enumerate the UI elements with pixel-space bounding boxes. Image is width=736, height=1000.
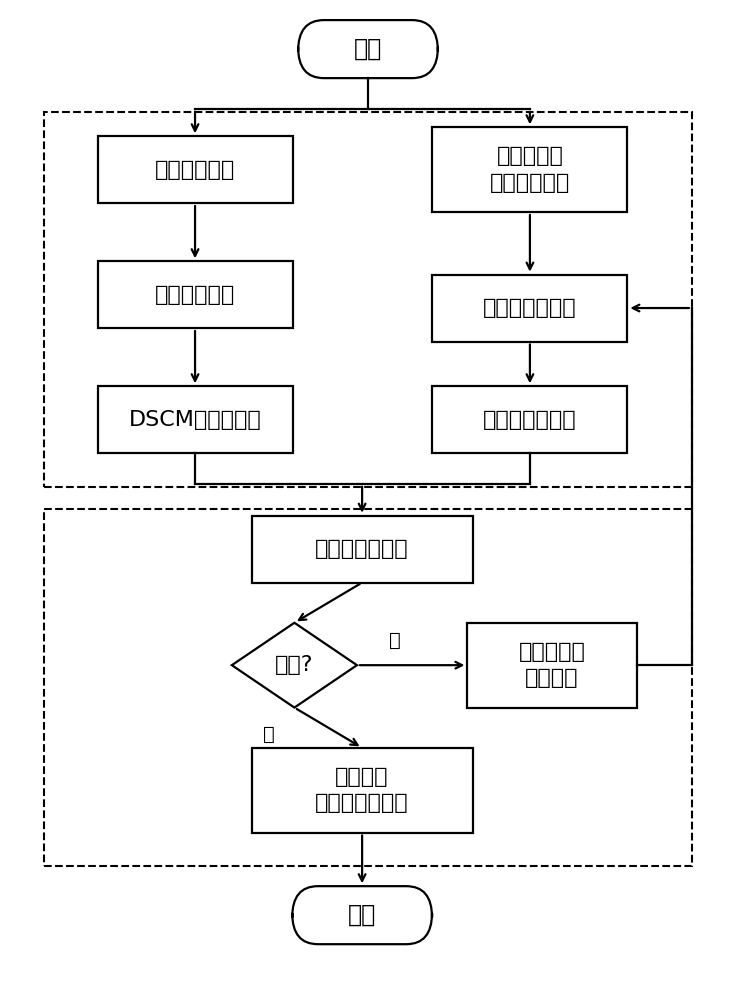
Bar: [432, 386, 627, 453]
Bar: [97, 261, 293, 328]
Bar: [252, 748, 473, 833]
Text: 否: 否: [389, 631, 401, 650]
Bar: [432, 127, 627, 212]
FancyBboxPatch shape: [298, 20, 438, 78]
Bar: [97, 386, 293, 453]
Bar: [44, 112, 692, 487]
Bar: [252, 516, 473, 583]
Text: 结束: 结束: [348, 903, 376, 927]
Text: 修改各单元
弹性参数: 修改各单元 弹性参数: [519, 642, 585, 688]
Text: DSCM计算应变场: DSCM计算应变场: [129, 410, 261, 430]
Text: 输出最优
非均匀弹性参数: 输出最优 非均匀弹性参数: [315, 767, 409, 813]
Text: 有限元建模计算: 有限元建模计算: [483, 298, 577, 318]
FancyBboxPatch shape: [292, 886, 432, 944]
Bar: [467, 623, 637, 708]
Text: 是: 是: [263, 725, 275, 744]
Bar: [97, 136, 293, 203]
Bar: [432, 275, 627, 342]
Polygon shape: [232, 623, 357, 708]
Text: 开始: 开始: [354, 37, 382, 61]
Text: 目标函数最小化: 目标函数最小化: [315, 539, 409, 559]
Bar: [44, 509, 692, 866]
Text: 假设各单元
初始弹性参数: 假设各单元 初始弹性参数: [489, 146, 570, 193]
Text: 输出模拟应力场: 输出模拟应力场: [483, 410, 577, 430]
Text: 岩石加载实验: 岩石加载实验: [155, 285, 236, 305]
Text: 给定边界条件: 给定边界条件: [155, 160, 236, 180]
Text: 收敛?: 收敛?: [275, 655, 314, 675]
